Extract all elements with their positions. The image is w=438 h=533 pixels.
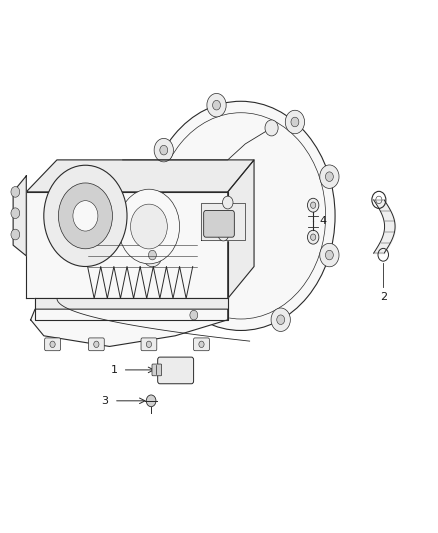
Circle shape — [307, 198, 319, 212]
FancyBboxPatch shape — [152, 364, 162, 376]
Circle shape — [311, 202, 316, 208]
Text: 1: 1 — [110, 365, 117, 375]
Circle shape — [50, 341, 55, 348]
Circle shape — [325, 172, 333, 181]
Circle shape — [143, 244, 162, 267]
Circle shape — [212, 100, 220, 110]
FancyBboxPatch shape — [141, 338, 157, 351]
Polygon shape — [228, 160, 254, 298]
Polygon shape — [26, 192, 228, 298]
Circle shape — [148, 251, 156, 260]
Circle shape — [311, 234, 316, 240]
Polygon shape — [201, 203, 245, 240]
FancyBboxPatch shape — [204, 211, 234, 237]
Circle shape — [190, 310, 198, 320]
Circle shape — [291, 117, 299, 127]
Circle shape — [277, 315, 285, 325]
Circle shape — [218, 228, 229, 241]
Circle shape — [44, 165, 127, 266]
Circle shape — [146, 395, 156, 407]
Circle shape — [271, 308, 290, 332]
Circle shape — [265, 120, 278, 136]
Text: 3: 3 — [102, 396, 109, 406]
Circle shape — [307, 230, 319, 244]
Circle shape — [11, 229, 20, 240]
Circle shape — [73, 201, 98, 231]
Text: 4: 4 — [320, 216, 327, 226]
Circle shape — [94, 341, 99, 348]
Circle shape — [214, 212, 224, 225]
Polygon shape — [26, 160, 254, 192]
Circle shape — [118, 189, 180, 264]
Circle shape — [147, 101, 335, 330]
Circle shape — [325, 251, 333, 260]
Circle shape — [223, 196, 233, 209]
Circle shape — [184, 303, 203, 327]
Circle shape — [207, 93, 226, 117]
Circle shape — [160, 146, 168, 155]
Circle shape — [11, 208, 20, 219]
Circle shape — [154, 139, 173, 162]
Circle shape — [11, 187, 20, 197]
Polygon shape — [13, 176, 26, 256]
Circle shape — [58, 183, 113, 249]
FancyBboxPatch shape — [45, 338, 60, 351]
Polygon shape — [31, 309, 228, 346]
FancyBboxPatch shape — [194, 338, 209, 351]
FancyBboxPatch shape — [88, 338, 104, 351]
Circle shape — [199, 341, 204, 348]
Text: 2: 2 — [380, 292, 387, 302]
Circle shape — [131, 204, 167, 249]
Circle shape — [320, 165, 339, 188]
Circle shape — [320, 244, 339, 267]
Circle shape — [146, 341, 152, 348]
Circle shape — [285, 110, 304, 134]
Polygon shape — [35, 298, 228, 320]
FancyBboxPatch shape — [158, 357, 194, 384]
